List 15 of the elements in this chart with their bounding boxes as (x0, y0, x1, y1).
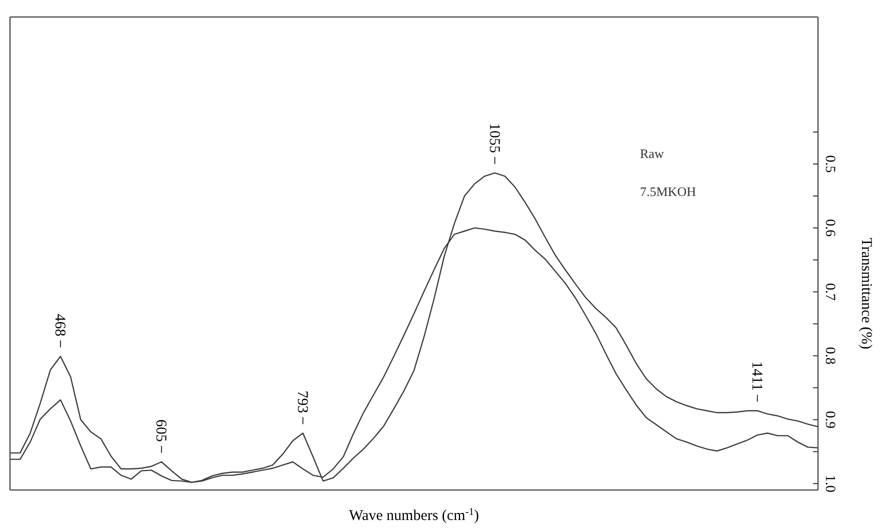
annotation: Raw (640, 146, 664, 161)
annotation: 1055 (486, 122, 502, 153)
annotation: 7.5MKOH (640, 184, 696, 199)
y-axis-title: Transmittance (%) (858, 238, 874, 350)
annotation: 468 (52, 314, 68, 336)
y-tick-label: 1.0 (822, 474, 837, 492)
y-tick-label: 0.5 (822, 155, 837, 173)
y-tick-label: 0.8 (822, 347, 837, 365)
annotation: 605 (152, 419, 168, 442)
annotation: 1411 (748, 361, 764, 391)
annotation: 793 (294, 390, 310, 414)
x-axis-title: Wave numbers (cm$^{-1}$) (349, 506, 479, 524)
y-tick-label: 0.9 (822, 410, 837, 428)
y-tick-label: 0.6 (822, 219, 837, 237)
y-tick-label: 0.7 (822, 283, 837, 301)
